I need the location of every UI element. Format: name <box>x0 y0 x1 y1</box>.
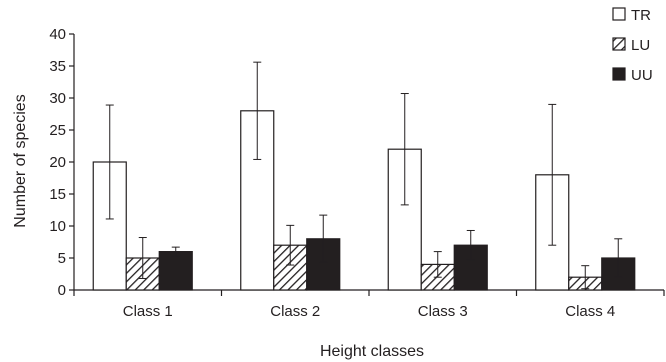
x-axis-title: Height classes <box>320 343 424 360</box>
legend-label-uu: UU <box>631 67 653 84</box>
x-tick-label: Class 4 <box>565 303 615 320</box>
y-tick-label: 0 <box>58 282 66 299</box>
y-tick-label: 10 <box>49 218 66 235</box>
y-tick-label: 40 <box>49 26 66 43</box>
legend-label-lu: LU <box>631 37 650 54</box>
y-axis-title: Number of species <box>12 94 29 227</box>
y-tick-label: 25 <box>49 122 66 139</box>
legend-swatch-tr <box>612 7 626 21</box>
axes: 0 5 10 15 20 25 30 35 40 Class 1 Class 2 Class 3 Cla… <box>49 26 665 320</box>
bar-uu <box>158 251 193 291</box>
legend-swatch-lu <box>612 37 626 51</box>
y-tick-label: 5 <box>58 250 66 267</box>
x-tick-label: Class 2 <box>270 303 320 320</box>
legend-swatch-uu <box>612 67 626 81</box>
y-tick-label: 30 <box>49 90 66 107</box>
x-tick-label: Class 3 <box>418 303 468 320</box>
y-tick-label: 20 <box>49 154 66 171</box>
x-tick-label: Class 1 <box>123 303 173 320</box>
legend: TR LU UU <box>612 7 653 84</box>
bar-tr <box>387 148 422 291</box>
bars-group <box>92 110 636 291</box>
y-tick-label: 35 <box>49 58 66 75</box>
y-tick-label: 15 <box>49 186 66 203</box>
legend-label-tr: TR <box>631 7 651 24</box>
error-bars-group <box>105 61 623 290</box>
